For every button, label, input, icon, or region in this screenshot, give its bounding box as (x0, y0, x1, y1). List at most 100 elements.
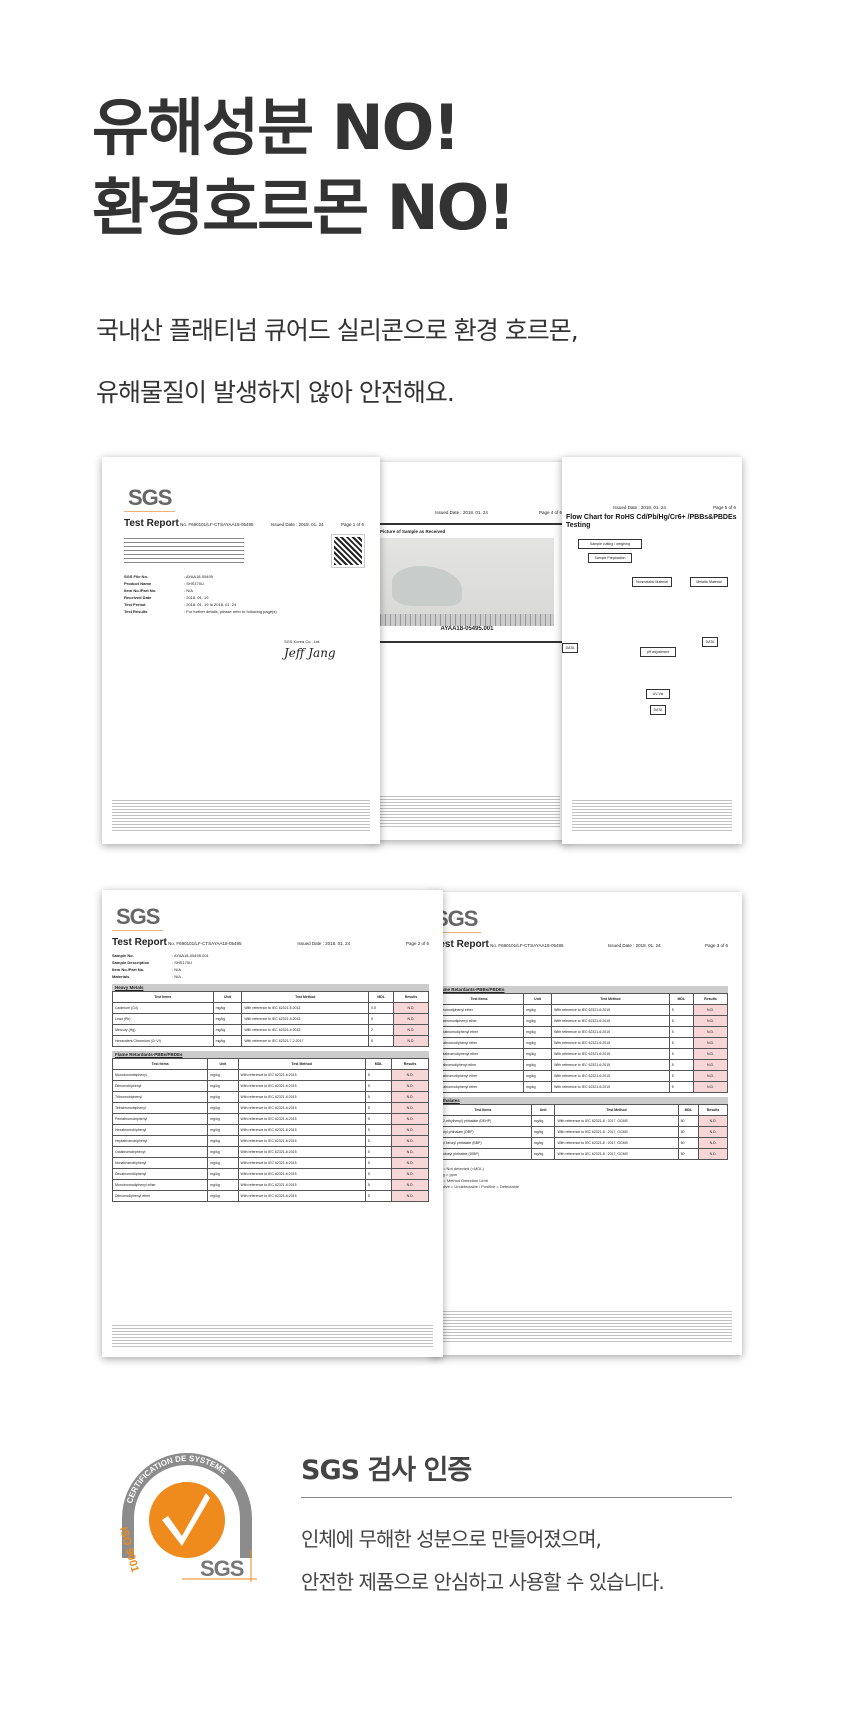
field-label: Item No./Part No. (124, 588, 157, 593)
result: N.D. (692, 1015, 729, 1027)
note: Negative = Undetectable / Positive = Det… (434, 1184, 519, 1189)
field-label: Test Results (124, 609, 148, 614)
mdl: 5 (668, 1037, 694, 1049)
test-method: With reference to IEC 62321-6:2015 (237, 1102, 366, 1114)
test-method: With reference to IEC 62321-6:2015 (237, 1179, 366, 1191)
column-header: Unit (523, 993, 553, 1005)
test-method: With reference to IEC 62321-6:2015 (237, 1124, 366, 1136)
table-row: Monobromodiphenyl ether mg/kg With referen… (111, 1179, 429, 1191)
test-item: Hexavalent Chromium (Cr VI) (112, 1035, 214, 1047)
field-label: Materials (112, 974, 130, 979)
mdl: 5 (364, 1124, 393, 1136)
qr-code (331, 534, 365, 568)
unit: mg/kg (530, 1126, 556, 1138)
unit: mg/kg (523, 1004, 553, 1016)
unit: mg/kg (207, 1069, 239, 1081)
result: N.D. (391, 1135, 429, 1147)
column-header: MDL (677, 1104, 700, 1116)
unit: mg/kg (207, 1179, 239, 1191)
mdl: 5 (668, 1004, 694, 1016)
column-header: Results (393, 991, 429, 1003)
test-item: Pentabromodiphenyl ether (433, 1026, 525, 1038)
table-row: Tetrabromobiphenyl mg/kg With reference to… (111, 1102, 429, 1114)
test-method: With reference to IEC 62321-6:2015 (237, 1168, 366, 1180)
mdl: 50 (677, 1126, 700, 1138)
note: N.D. = Not detected (<MDL) (434, 1166, 484, 1171)
mdl: 8 (368, 1035, 395, 1047)
subtitle-line1: 국내산 플래티넘 큐어드 실리콘으로 환경 호르몬, (96, 316, 579, 345)
flow-box: Metallic Material (690, 577, 728, 587)
report-no: No. F690101/LF-CTSAYAA18-05495 (490, 943, 564, 948)
certification-text: 인체에 무해한 성분으로 만들어졌으며, 안전한 제품으로 안심하고 사용할 수… (301, 1518, 665, 1604)
result: N.D. (391, 1190, 429, 1202)
test-item: Tetrabromobiphenyl (111, 1102, 209, 1114)
result: N.D. (692, 1004, 729, 1016)
field-label: Sample Description (112, 960, 150, 965)
note: mg/kg = ppm (434, 1172, 458, 1177)
report-title: Test Report (434, 939, 489, 950)
mdl: 5 (364, 1190, 393, 1202)
table-row: Octabromobiphenyl mg/kg With reference to … (111, 1146, 429, 1158)
mdl: 50 (677, 1115, 700, 1127)
table-header: Test Items Unit Test Method MDL Results (111, 1058, 429, 1070)
test-item: Diisobutyl phthalate (DIBP) (434, 1148, 532, 1160)
column-header: Test Items (433, 993, 525, 1005)
test-item: Heptabromobiphenyl (111, 1135, 209, 1147)
field-row: Materials: N/A (112, 973, 429, 980)
table-row: Dibromodiphenyl ether mg/kg With reference… (111, 1190, 429, 1202)
svg-text:SGS: SGS (200, 1556, 244, 1581)
unit: mg/kg (212, 1024, 243, 1036)
result: N.D. (391, 1179, 429, 1191)
sample-id: AYAA18-05495.001 (440, 626, 494, 632)
result: N.D. (692, 1059, 729, 1071)
report-page-1: SGS Test Report No. F690101/LF-CTSAYAA18… (102, 457, 380, 844)
column-header: Test Method (241, 991, 370, 1003)
headline-line2: 환경호르몬 NO! (92, 171, 516, 244)
table-row: Diisobutyl phthalate (DIBP) mg/kg With ref… (434, 1148, 728, 1160)
column-header: Test Method (237, 1058, 366, 1070)
test-item: Dibutyl phthalate (DBP) (434, 1126, 532, 1138)
field-row: Item No./Part No.: N/A (112, 966, 429, 973)
field-value: : N/A (184, 588, 193, 593)
flow-box: pH adjustment (640, 647, 676, 657)
mdl: 5 (364, 1146, 393, 1158)
field-label: Test Period (124, 602, 146, 607)
column-header: Test Items (111, 1058, 209, 1070)
test-item: Monobromobiphenyl (111, 1069, 209, 1081)
test-method: With reference to IEC 62321-5:2013 (241, 1002, 370, 1014)
page-number: Page 5 of 6 (712, 505, 736, 510)
test-method: With reference to IEC 62321-6:2015 (551, 1059, 670, 1071)
field-label: Product Name (124, 581, 152, 586)
mdl: 5 (668, 1015, 694, 1027)
result: N.D. (698, 1148, 728, 1160)
column-header: MDL (364, 1058, 393, 1070)
test-method: With reference to IEC 62321-6:2015 (237, 1190, 366, 1202)
test-method: With reference to IEC 62321-4:2013 (241, 1024, 370, 1036)
page-number: Page 3 of 6 (704, 943, 728, 948)
table-row: Tetrabromodiphenyl ether mg/kg With refere… (433, 1015, 729, 1027)
sample-photo (380, 538, 554, 626)
test-item: Tribromodiphenyl ether (433, 1004, 525, 1016)
table-row: Nonabromobiphenyl mg/kg With reference to … (111, 1157, 429, 1169)
pbde-table: Test Items Unit Test Method MDL Results Tribr… (433, 993, 729, 1093)
column-header: Results (391, 1058, 429, 1070)
table-row: Heptabromodiphenyl ether mg/kg With refere… (433, 1048, 729, 1060)
column-header: Results (698, 1104, 728, 1116)
table-row: Lead (Pb) mg/kg With reference to IEC 6232… (112, 1013, 429, 1025)
result: N.D. (391, 1168, 429, 1180)
report-title: Test Report (112, 937, 167, 948)
unit: mg/kg (523, 1070, 553, 1082)
test-item: Pentabromobiphenyl (111, 1113, 209, 1125)
result: N.D. (391, 1069, 429, 1081)
report-page-3: SGS Test Report No. F690101/LF-CTSAYAA18… (430, 892, 742, 1355)
mdl: 5 (668, 1048, 694, 1060)
unit: mg/kg (207, 1157, 239, 1169)
unit: mg/kg (207, 1102, 239, 1114)
test-method: With reference to IEC 62321-6:2015 (237, 1135, 366, 1147)
headline-line1: 유해성분 NO! (92, 91, 461, 164)
unit: mg/kg (212, 1013, 243, 1025)
report-page-2: SGS Test Report No. F690101/LF-CTSAYAA18… (102, 890, 443, 1357)
unit: mg/kg (212, 1002, 243, 1014)
svg-text:ISO 9001: ISO 9001 (117, 1526, 141, 1574)
page-number: Page 1 of 6 (340, 522, 364, 527)
